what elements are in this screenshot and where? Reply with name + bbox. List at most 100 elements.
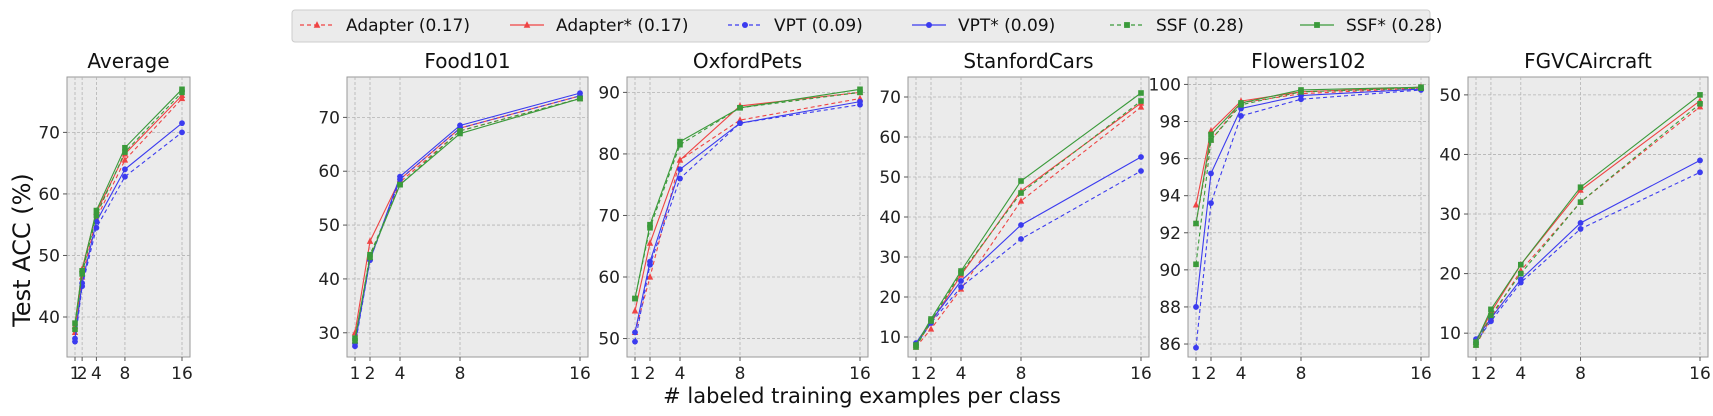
data-point (1517, 276, 1524, 283)
y-tick-label: 98 (1159, 113, 1181, 133)
chart-title: FGVCAircraft (1524, 49, 1652, 73)
data-point (1138, 98, 1144, 104)
x-tick-label: 8 (1296, 364, 1307, 384)
data-point (1473, 339, 1479, 345)
series (1473, 92, 1703, 345)
x-tick-label: 4 (91, 364, 102, 384)
data-point (179, 86, 185, 93)
data-point (857, 89, 863, 96)
y-tick-label: 60 (879, 128, 901, 148)
y-tick-label: 30 (318, 324, 340, 344)
chart-panel: 40 50 60 70 12 4 8 16 Average (38, 49, 192, 384)
legend-label: Adapter (0.17) (346, 16, 470, 36)
data-point (1697, 92, 1703, 98)
data-point (72, 335, 78, 342)
y-tick-label: 88 (1159, 298, 1181, 318)
series-line (74, 98, 183, 333)
y-tick-label: 90 (598, 83, 620, 103)
data-point (647, 258, 653, 265)
x-tick-label: 16 (569, 364, 591, 384)
data-point (72, 326, 78, 333)
series-line (1195, 89, 1422, 348)
series (1473, 101, 1703, 348)
data-point (1697, 157, 1703, 164)
data-point (1518, 261, 1524, 268)
data-point (1238, 113, 1244, 119)
data-point (1518, 270, 1524, 277)
x-tick-label: 8 (455, 364, 466, 384)
data-point (1488, 312, 1494, 319)
x-tick-label: 16 (1689, 364, 1711, 384)
legend-marker (523, 21, 531, 28)
chart-title: OxfordPets (693, 49, 802, 73)
y-tick-label: 40 (318, 270, 340, 290)
legend-label: VPT (0.09) (774, 16, 863, 36)
data-point (577, 90, 583, 97)
data-point (647, 221, 653, 228)
data-point (1138, 154, 1144, 160)
legend-marker (1314, 22, 1320, 28)
y-tick-label: 30 (879, 248, 901, 268)
data-point (457, 130, 463, 137)
y-tick-label: 40 (879, 208, 901, 228)
y-tick-label: 50 (38, 246, 60, 266)
y-tick-label: 70 (38, 123, 60, 143)
y-tick-label: 20 (879, 288, 901, 308)
data-point (1018, 178, 1024, 184)
series (632, 86, 863, 302)
series-line (1475, 171, 1701, 343)
plot-area (626, 76, 869, 358)
data-point (958, 268, 964, 274)
data-point (122, 166, 128, 173)
x-tick-label: 2 (1486, 364, 1497, 384)
data-point (1137, 103, 1145, 110)
data-point (1488, 306, 1494, 313)
y-tick-label: 60 (598, 268, 620, 288)
data-point (632, 295, 638, 302)
data-point (676, 156, 684, 163)
chart-panel: 10 20 30 40 50 1 2 4 8 16 FGVCAircraft (1439, 49, 1710, 384)
x-tick-label: 4 (956, 364, 967, 384)
x-tick-label: 4 (395, 364, 406, 384)
data-point (647, 224, 653, 231)
x-tick-label: 8 (1016, 364, 1027, 384)
x-tick-label: 16 (1130, 364, 1152, 384)
legend-marker (742, 22, 748, 28)
series (1193, 84, 1424, 227)
x-tick-label: 1 (350, 364, 361, 384)
y-tick-label: 10 (879, 328, 901, 348)
series-line (1195, 87, 1422, 224)
data-point (1192, 201, 1200, 208)
x-tick-label: 16 (849, 364, 871, 384)
legend-marker (1124, 22, 1130, 28)
legend-marker (926, 22, 932, 28)
data-point (352, 335, 358, 341)
chart-panel: 86 88 90 92 94 96 98 100 1 2 4 8 16 Flowers102 (1149, 49, 1432, 384)
y-tick-label: 92 (1159, 224, 1181, 244)
y-tick-label: 40 (38, 308, 60, 328)
series (72, 86, 185, 326)
data-point (857, 98, 863, 105)
series (632, 98, 863, 336)
x-tick-label: 8 (1575, 364, 1586, 384)
data-point (677, 141, 683, 148)
plot-area (346, 76, 589, 358)
data-point (179, 89, 185, 96)
data-point (122, 149, 128, 155)
data-point (1577, 184, 1584, 191)
x-tick-label: 4 (1236, 364, 1247, 384)
data-point (397, 181, 403, 188)
data-point (1208, 131, 1214, 138)
series (913, 90, 1144, 348)
data-point (1193, 344, 1199, 351)
legend-label: VPT* (0.09) (958, 16, 1055, 36)
data-point (1193, 304, 1199, 310)
data-point (1193, 220, 1199, 227)
x-tick-label: 1 (911, 364, 922, 384)
data-point (677, 138, 683, 145)
data-point (857, 86, 863, 93)
data-point (122, 144, 128, 151)
data-point (397, 173, 403, 180)
chart-title: Average (87, 49, 169, 73)
x-tick-label: 16 (1410, 364, 1432, 384)
